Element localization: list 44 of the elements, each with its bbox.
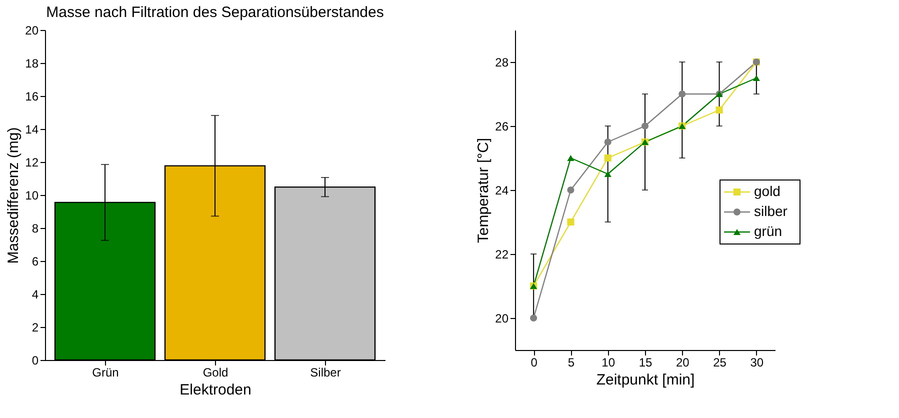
x-tick-label: 15 xyxy=(638,356,652,370)
x-tick-label: Silber xyxy=(310,366,341,380)
y-tick-label: 16 xyxy=(25,90,39,104)
y-tick-label: 2 xyxy=(32,320,39,334)
y-axis-title: Temperatur [°C] xyxy=(475,138,492,244)
y-tick-label: 14 xyxy=(25,122,39,136)
x-tick-label: Gold xyxy=(202,366,228,380)
y-tick-label: 18 xyxy=(25,56,39,70)
y-tick-label: 12 xyxy=(25,156,39,170)
x-tick-label: 30 xyxy=(750,356,764,370)
point xyxy=(567,218,574,226)
y-tick-label: 28 xyxy=(495,56,509,70)
point xyxy=(567,154,574,162)
x-axis-title: Elektroden xyxy=(180,382,252,398)
y-axis-title: Massedifferenz (mg) xyxy=(5,127,22,264)
point xyxy=(604,154,612,162)
x-axis-title: Zeitpunkt [min] xyxy=(596,372,695,388)
y-tick-label: 26 xyxy=(495,120,509,134)
x-tick-label: 5 xyxy=(568,356,575,370)
y-tick-label: 20 xyxy=(25,24,39,38)
y-tick-label: 4 xyxy=(32,288,39,302)
point xyxy=(604,138,612,146)
x-tick-label: 0 xyxy=(530,356,538,370)
y-tick-label: 22 xyxy=(495,248,509,262)
y-tick-label: 10 xyxy=(25,188,39,202)
point xyxy=(678,90,686,98)
x-tick-label: 10 xyxy=(602,356,616,370)
y-tick-label: 24 xyxy=(495,184,509,198)
legend-label: silber xyxy=(754,203,788,219)
point xyxy=(530,314,538,322)
y-tick-label: 20 xyxy=(495,312,509,326)
point xyxy=(641,122,649,130)
x-tick-label: 25 xyxy=(713,356,727,370)
y-tick-label: 6 xyxy=(32,254,39,268)
legend-label: gold xyxy=(754,183,780,199)
x-tick-label: Grün xyxy=(92,366,119,380)
point xyxy=(752,74,760,82)
x-tick-label: 20 xyxy=(676,356,690,370)
legend-label: grün xyxy=(754,223,782,239)
chart-title: Masse nach Filtration des Separationsüberstandes xyxy=(46,4,384,21)
point xyxy=(567,186,574,194)
point xyxy=(716,106,723,114)
point xyxy=(604,170,612,178)
y-tick-label: 8 xyxy=(32,222,39,236)
